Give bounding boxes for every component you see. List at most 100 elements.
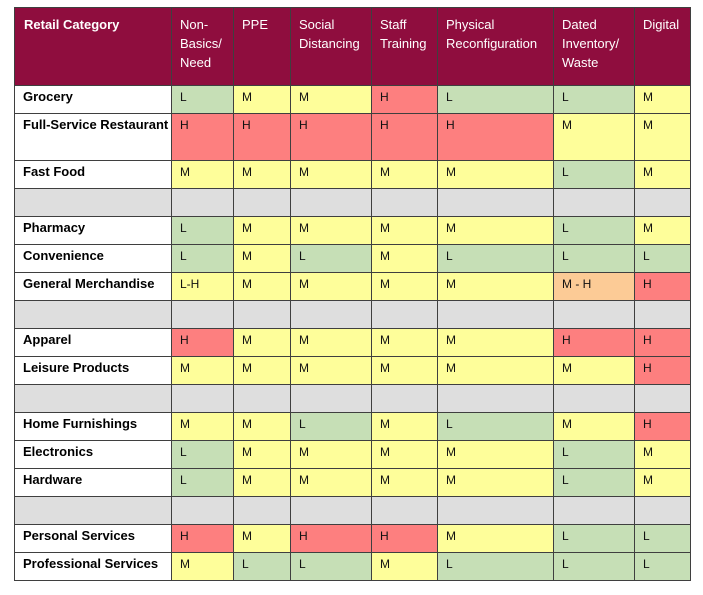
spacer-cell: [437, 188, 554, 217]
spacer-cell: [290, 496, 372, 525]
staff-training-rating-cell: M: [371, 244, 438, 273]
social-distancing-rating-cell: H: [290, 524, 372, 553]
spacer-cell: [171, 384, 234, 413]
physical-reconfiguration-rating-cell: M: [437, 328, 554, 357]
staff-training-rating-cell: M: [371, 412, 438, 441]
spacer-cell: [634, 188, 691, 217]
digital-rating-cell: L: [634, 524, 691, 553]
social-distancing-rating-cell: L: [290, 244, 372, 273]
ppe-rating-cell: M: [233, 216, 291, 245]
physical-reconfiguration-rating-cell: M: [437, 272, 554, 301]
category-cell: Convenience: [14, 244, 172, 273]
dated-inventory-waste-rating-cell: L: [553, 468, 635, 497]
non-basics-need-rating-cell: L: [171, 440, 234, 469]
table-row: Grocery L M M H L L M: [14, 85, 691, 114]
staff-training-rating-cell: M: [371, 552, 438, 581]
spacer-cell: [437, 300, 554, 329]
non-basics-need-rating-cell: L-H: [171, 272, 234, 301]
ppe-rating-cell: M: [233, 160, 291, 189]
spacer-cell: [553, 188, 635, 217]
ppe-rating-cell: M: [233, 328, 291, 357]
category-cell: Hardware: [14, 468, 172, 497]
category-cell: Leisure Products: [14, 356, 172, 385]
non-basics-need-rating-cell: H: [171, 328, 234, 357]
staff-training-rating-cell: M: [371, 356, 438, 385]
table-row: Leisure Products M M M M M M H: [14, 356, 691, 385]
social-distancing-rating-cell: M: [290, 160, 372, 189]
spacer-cell: [553, 300, 635, 329]
header-ppe: PPE: [233, 7, 291, 86]
dated-inventory-waste-rating-cell: M: [553, 113, 635, 161]
ppe-rating-cell: M: [233, 85, 291, 114]
spacer-cell: [233, 188, 291, 217]
spacer-cell: [171, 496, 234, 525]
table-body: Grocery L M M H L L M Full-Service Restaurant H H H…: [14, 85, 691, 581]
social-distancing-rating-cell: L: [290, 412, 372, 441]
spacer-cell: [171, 188, 234, 217]
spacer-cell: [290, 300, 372, 329]
spacer-row: [14, 300, 691, 329]
spacer-row: [14, 384, 691, 413]
staff-training-rating-cell: M: [371, 272, 438, 301]
spacer-cell: [634, 384, 691, 413]
dated-inventory-waste-rating-cell: M - H: [553, 272, 635, 301]
table-row: Fast Food M M M M M L M: [14, 160, 691, 189]
ppe-rating-cell: M: [233, 244, 291, 273]
spacer-cell: [553, 384, 635, 413]
staff-training-rating-cell: M: [371, 440, 438, 469]
spacer-cell: [371, 496, 438, 525]
spacer-cell: [14, 300, 172, 329]
table-row: Personal Services H M H H M L L: [14, 524, 691, 553]
dated-inventory-waste-rating-cell: L: [553, 524, 635, 553]
spacer-row: [14, 496, 691, 525]
spacer-cell: [437, 384, 554, 413]
non-basics-need-rating-cell: M: [171, 356, 234, 385]
spacer-cell: [233, 496, 291, 525]
dated-inventory-waste-rating-cell: L: [553, 440, 635, 469]
category-cell: Home Furnishings: [14, 412, 172, 441]
social-distancing-rating-cell: H: [290, 113, 372, 161]
staff-training-rating-cell: M: [371, 216, 438, 245]
digital-rating-cell: H: [634, 272, 691, 301]
digital-rating-cell: L: [634, 552, 691, 581]
physical-reconfiguration-rating-cell: L: [437, 244, 554, 273]
header-non-basics-need: Non-Basics/ Need: [171, 7, 234, 86]
ppe-rating-cell: M: [233, 440, 291, 469]
non-basics-need-rating-cell: L: [171, 85, 234, 114]
non-basics-need-rating-cell: H: [171, 113, 234, 161]
spacer-row: [14, 188, 691, 217]
digital-rating-cell: L: [634, 244, 691, 273]
staff-training-rating-cell: H: [371, 524, 438, 553]
table-row: Convenience L M L M L L L: [14, 244, 691, 273]
digital-rating-cell: M: [634, 160, 691, 189]
ppe-rating-cell: L: [233, 552, 291, 581]
category-cell: Apparel: [14, 328, 172, 357]
digital-rating-cell: H: [634, 328, 691, 357]
spacer-cell: [233, 300, 291, 329]
category-cell: Pharmacy: [14, 216, 172, 245]
spacer-cell: [437, 496, 554, 525]
dated-inventory-waste-rating-cell: L: [553, 244, 635, 273]
social-distancing-rating-cell: M: [290, 356, 372, 385]
table-header: Retail Category Non-Basics/ Need PPE Soc…: [14, 7, 691, 86]
physical-reconfiguration-rating-cell: M: [437, 160, 554, 189]
digital-rating-cell: M: [634, 85, 691, 114]
spacer-cell: [290, 384, 372, 413]
social-distancing-rating-cell: M: [290, 216, 372, 245]
spacer-cell: [634, 496, 691, 525]
table-row: Pharmacy L M M M M L M: [14, 216, 691, 245]
category-cell: Electronics: [14, 440, 172, 469]
spacer-cell: [553, 496, 635, 525]
social-distancing-rating-cell: M: [290, 468, 372, 497]
spacer-cell: [634, 300, 691, 329]
dated-inventory-waste-rating-cell: H: [553, 328, 635, 357]
physical-reconfiguration-rating-cell: L: [437, 85, 554, 114]
digital-rating-cell: M: [634, 440, 691, 469]
physical-reconfiguration-rating-cell: H: [437, 113, 554, 161]
category-cell: General Merchandise: [14, 272, 172, 301]
retail-risk-table: Retail Category Non-Basics/ Need PPE Soc…: [14, 7, 691, 581]
ppe-rating-cell: H: [233, 113, 291, 161]
dated-inventory-waste-rating-cell: L: [553, 552, 635, 581]
spacer-cell: [371, 300, 438, 329]
digital-rating-cell: M: [634, 468, 691, 497]
